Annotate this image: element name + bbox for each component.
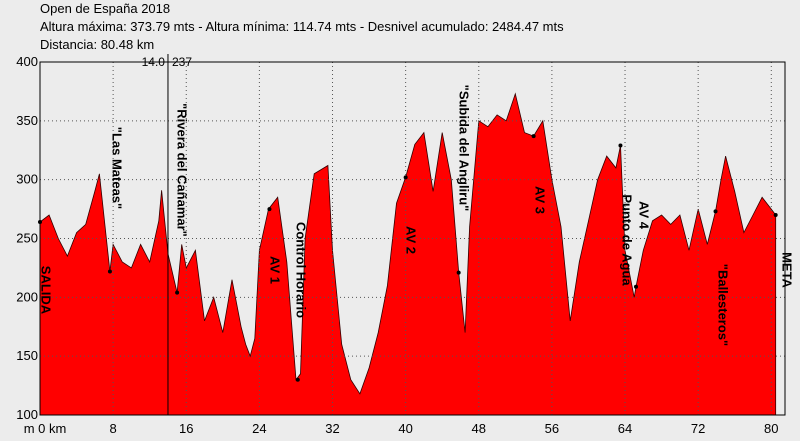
waypoint-dot xyxy=(531,134,536,139)
cursor-x-label: 14.0 xyxy=(142,55,166,69)
waypoint-dot xyxy=(403,175,408,180)
x-tick-label: m 0 km xyxy=(24,421,67,436)
plot-frame xyxy=(39,61,786,416)
y-tick-label: 200 xyxy=(16,289,38,304)
annotation: SALIDA xyxy=(39,266,54,315)
waypoint-dot xyxy=(107,269,112,274)
x-tick-label: 16 xyxy=(179,421,193,436)
waypoint-dot xyxy=(618,143,623,148)
x-tick-label: 24 xyxy=(252,421,266,436)
annotation: Control Horario xyxy=(294,222,309,318)
x-tick-label: 32 xyxy=(325,421,339,436)
x-tick-label: 40 xyxy=(398,421,412,436)
waypoint-dot xyxy=(713,209,718,214)
annotation: "Subida del Angliru" xyxy=(457,85,472,212)
y-tick-label: 300 xyxy=(16,172,38,187)
elevation-area xyxy=(39,92,777,416)
annotation: Punto de Agua xyxy=(620,194,635,286)
x-tick-label: 72 xyxy=(691,421,705,436)
annotation: AV 2 xyxy=(404,226,419,254)
x-tick-label: 80 xyxy=(764,421,778,436)
waypoint-dot xyxy=(295,377,300,382)
waypoint-dot xyxy=(175,290,180,295)
y-tick-label: 100 xyxy=(16,407,38,422)
distance: Distancia: 80.48 km xyxy=(40,37,154,52)
x-tick-label: 8 xyxy=(110,421,117,436)
chart-subtitle: Altura máxima: 373.79 mts - Altura mínim… xyxy=(40,19,564,34)
annotation: META xyxy=(780,252,795,288)
annotation: AV 3 xyxy=(533,186,548,214)
waypoint-dot xyxy=(267,207,272,212)
y-tick-label: 400 xyxy=(16,54,38,69)
y-tick-label: 350 xyxy=(16,113,38,128)
x-tick-label: 48 xyxy=(472,421,486,436)
annotation: "Ballesteros" xyxy=(716,264,731,346)
annotation: AV 1 xyxy=(268,256,283,284)
y-tick-label: 250 xyxy=(16,231,38,246)
waypoint-dot xyxy=(773,212,778,217)
cursor-y-label: 237 xyxy=(172,55,192,69)
annotation: AV 4 xyxy=(637,201,652,230)
annotation: "Rivera del Cañamar" xyxy=(175,103,190,237)
waypoint-dot xyxy=(634,284,638,289)
y-tick-label: 150 xyxy=(16,348,38,363)
waypoint-dot xyxy=(456,270,461,275)
x-tick-label: 64 xyxy=(618,421,632,436)
waypoint-dot xyxy=(38,220,42,225)
chart-title: Open de España 2018 xyxy=(40,1,170,16)
annotation: "Las Mateas" xyxy=(110,127,125,209)
x-tick-label: 56 xyxy=(545,421,559,436)
